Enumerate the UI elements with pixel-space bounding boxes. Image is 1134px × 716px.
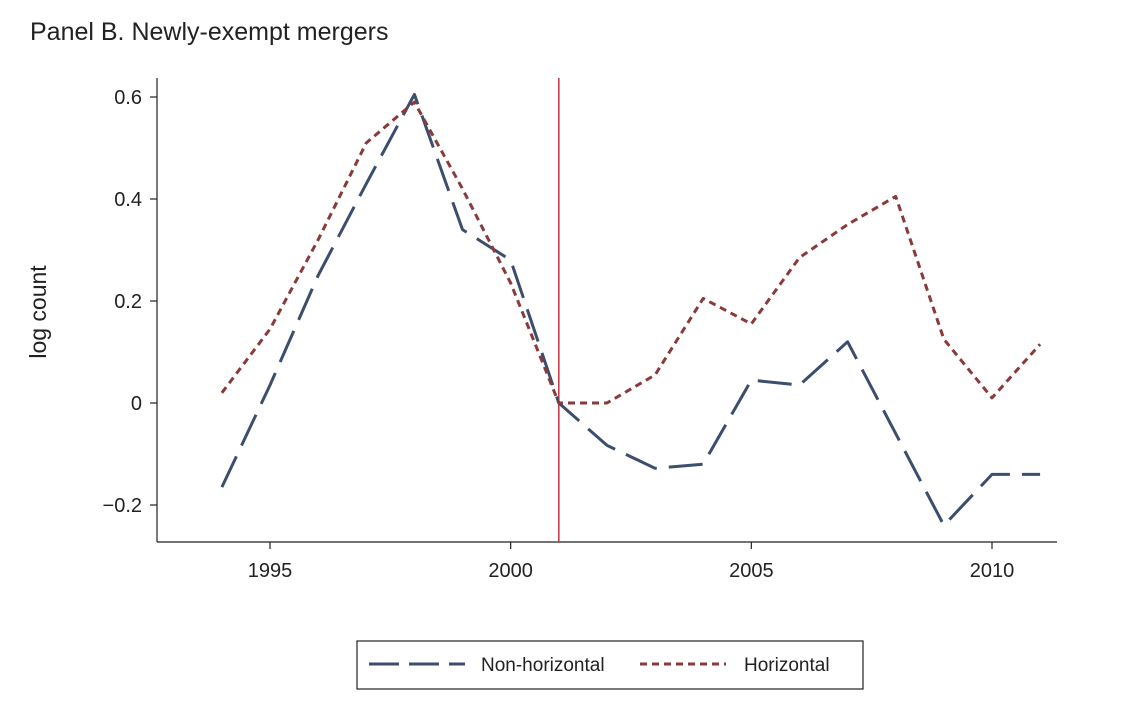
series-line-non-horizontal	[220, 92, 1041, 527]
y-axis-title: log count	[25, 265, 51, 359]
legend-label-non-horizontal: Non-horizontal	[481, 655, 605, 676]
plot-area: −0.2 0 0.2 0.4 0.6 1995 2000 2005 2010	[103, 78, 1057, 582]
y-tick-label: −0.2	[103, 495, 142, 517]
legend-label-horizontal: Horizontal	[744, 655, 830, 676]
legend: Non-horizontal Horizontal	[356, 640, 864, 690]
y-tick-label: 0.6	[114, 87, 142, 109]
y-tick-label: 0.2	[114, 291, 142, 313]
legend-box	[356, 640, 864, 690]
x-tick-label: 2010	[970, 560, 1015, 582]
x-tick-label: 1995	[248, 560, 293, 582]
x-tick-label: 2000	[488, 560, 533, 582]
series-line-horizontal	[220, 100, 1042, 405]
y-tick-label: 0	[131, 393, 142, 415]
y-tick-label: 0.4	[114, 189, 142, 211]
x-tick-label: 2005	[729, 560, 774, 582]
chart-title: Panel B. Newly-exempt mergers	[30, 18, 388, 46]
